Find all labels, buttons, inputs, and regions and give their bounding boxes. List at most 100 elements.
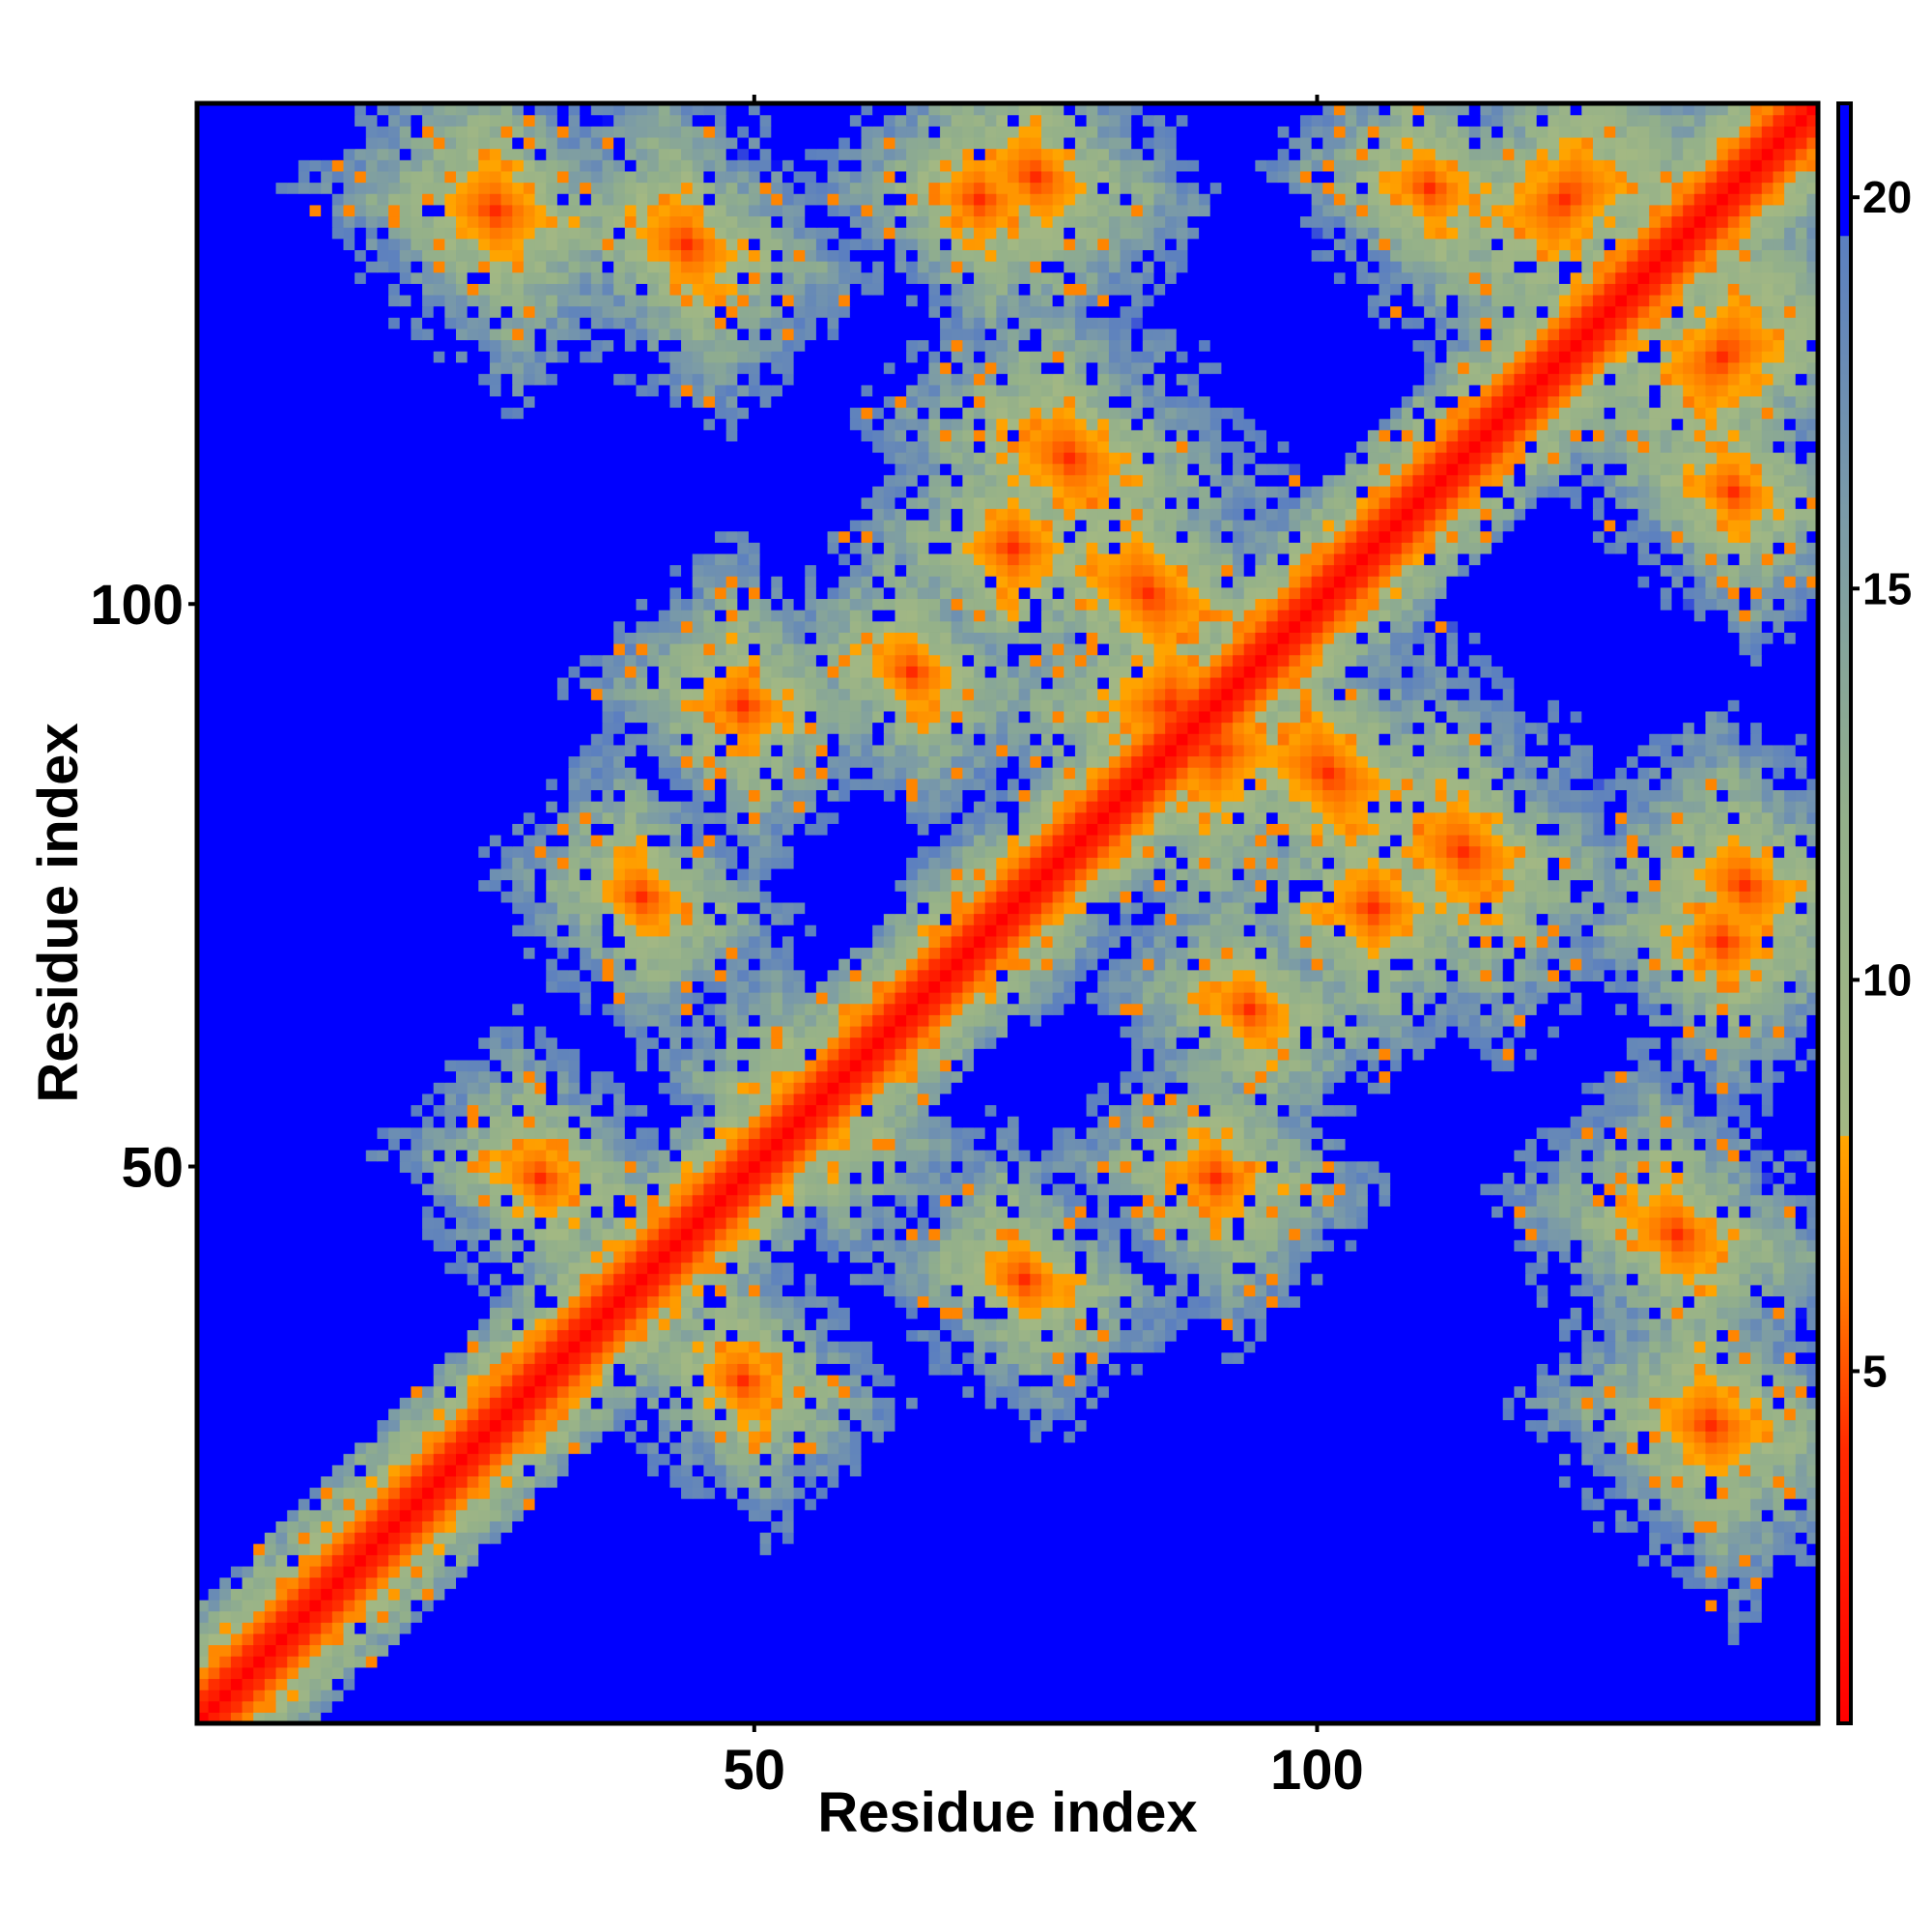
heatmap-cell (1187, 1374, 1200, 1387)
heatmap-cell (1356, 1407, 1369, 1421)
heatmap-cell (1289, 1610, 1301, 1623)
heatmap-cell (1209, 1644, 1222, 1657)
heatmap-cell (1052, 1588, 1065, 1601)
heatmap-cell (433, 1397, 445, 1409)
heatmap-cell (1468, 1644, 1482, 1657)
heatmap-cell (500, 1431, 513, 1443)
heatmap-cell (534, 1397, 547, 1409)
heatmap-cell (1548, 1666, 1560, 1680)
heatmap-cell (1052, 1374, 1065, 1387)
heatmap-cell (456, 1397, 469, 1409)
heatmap-cell (917, 1441, 930, 1455)
heatmap-cell (974, 1475, 986, 1489)
heatmap-cell (917, 1464, 930, 1477)
heatmap-cell (1446, 1656, 1459, 1668)
heatmap-cell (219, 1690, 232, 1702)
heatmap-cell (748, 1577, 761, 1589)
heatmap-cell (1299, 1397, 1313, 1409)
heatmap-cell (1074, 1475, 1088, 1489)
heatmap-cell (1401, 1599, 1414, 1612)
heatmap-cell (1008, 1407, 1020, 1421)
heatmap-cell (951, 1385, 963, 1398)
heatmap-cell (1367, 1599, 1380, 1612)
heatmap-cell (681, 1498, 694, 1511)
heatmap-cell (1683, 1644, 1695, 1657)
heatmap-cell (444, 1554, 457, 1567)
heatmap-cell (759, 1397, 772, 1409)
heatmap-cell (411, 1588, 423, 1601)
heatmap-cell (940, 1554, 952, 1567)
heatmap-cell (1412, 1374, 1425, 1387)
heatmap-cell (1446, 1351, 1459, 1364)
heatmap-cell (1480, 1700, 1492, 1713)
heatmap-cell (489, 1385, 502, 1398)
heatmap-cell (1570, 1610, 1582, 1623)
heatmap-cell (815, 1565, 829, 1578)
heatmap-cell (433, 1419, 445, 1432)
heatmap-cell (444, 1407, 457, 1421)
heatmap-cell (309, 1656, 322, 1668)
heatmap-cell (1277, 1543, 1290, 1555)
heatmap-cell (411, 1690, 423, 1702)
heatmap-cell (1074, 1532, 1088, 1545)
heatmap-cell (1142, 1509, 1155, 1521)
heatmap-cell (725, 1419, 738, 1432)
heatmap-cell (264, 1599, 277, 1612)
heatmap-cell (298, 1690, 311, 1702)
heatmap-cell (377, 1453, 389, 1465)
heatmap-cell (1795, 1431, 1807, 1443)
heatmap-cell (669, 1678, 682, 1690)
heatmap-cell (1052, 1532, 1065, 1545)
heatmap-cell (748, 1565, 761, 1578)
heatmap-cell (1064, 1599, 1076, 1612)
heatmap-cell (1637, 1509, 1650, 1521)
heatmap-cell (534, 1565, 547, 1578)
heatmap-cell (331, 1610, 345, 1623)
heatmap-cell (636, 1520, 648, 1533)
heatmap-cell (737, 1363, 750, 1376)
heatmap-cell (1458, 1554, 1470, 1567)
heatmap-cell (1367, 1363, 1380, 1376)
heatmap-cell (1525, 1588, 1538, 1601)
heatmap-cell (1514, 1385, 1526, 1398)
heatmap-cell (940, 1475, 952, 1489)
heatmap-cell (748, 1453, 761, 1465)
heatmap-cell (1717, 1599, 1729, 1612)
heatmap-cell (1525, 1341, 1538, 1353)
heatmap-cell (1255, 1431, 1267, 1443)
heatmap-cell (264, 1351, 277, 1364)
heatmap-cell (399, 1351, 412, 1364)
heatmap-cell (951, 1700, 963, 1713)
heatmap-cell (951, 1588, 963, 1601)
heatmap-cell (388, 1475, 401, 1489)
heatmap-cell (556, 1543, 570, 1555)
heatmap-cell (1536, 1453, 1548, 1465)
heatmap-cell (1660, 1351, 1673, 1364)
heatmap-cell (1165, 1690, 1178, 1702)
heatmap-cell (1615, 1385, 1628, 1398)
heatmap-cell (1030, 1341, 1042, 1353)
heatmap-cell (984, 1374, 997, 1387)
heatmap-cell (1660, 1520, 1673, 1533)
heatmap-cell (613, 1341, 626, 1353)
heatmap-cell (411, 1441, 423, 1455)
heatmap-cell (1424, 1532, 1436, 1545)
heatmap-cell (805, 1487, 817, 1499)
heatmap-cell (1773, 1565, 1785, 1578)
heatmap-cell (399, 1431, 412, 1443)
heatmap-cell (1233, 1520, 1245, 1533)
heatmap-cell (1717, 1385, 1729, 1398)
heatmap-cell (1784, 1588, 1797, 1601)
heatmap-cell (590, 1453, 604, 1465)
heatmap-cell (1502, 1351, 1515, 1364)
heatmap-cell (287, 1588, 299, 1601)
heatmap-cell (613, 1543, 626, 1555)
heatmap-cell (1717, 1633, 1729, 1646)
heatmap-cell (1626, 1475, 1639, 1489)
heatmap-cell (1108, 1520, 1122, 1533)
heatmap-cell (805, 1610, 817, 1623)
heatmap-cell (928, 1656, 941, 1668)
heatmap-cell (365, 1453, 379, 1465)
heatmap-cell (556, 1464, 570, 1477)
heatmap-cell (1322, 1351, 1335, 1364)
